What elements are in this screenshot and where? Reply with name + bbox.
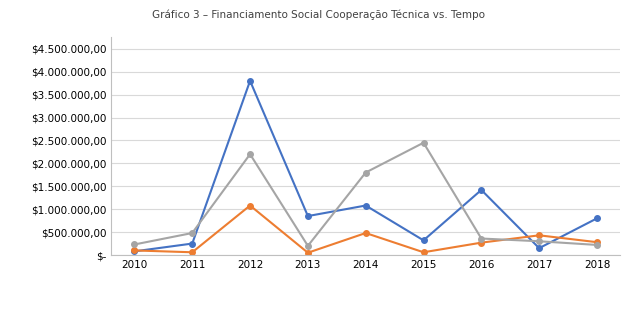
Health: [130, 248, 138, 252]
Social Investiment: [478, 188, 485, 192]
Social Investiment: [188, 242, 196, 245]
Education: [362, 171, 370, 174]
Social Investiment: [420, 239, 427, 242]
Social Investiment: [246, 79, 254, 83]
Health: [304, 251, 312, 255]
Health: [188, 250, 196, 254]
Education: [246, 152, 254, 156]
Line: Education: Education: [132, 140, 600, 248]
Line: Social Investiment: Social Investiment: [132, 78, 600, 254]
Line: Health: Health: [132, 203, 600, 256]
Education: [478, 237, 485, 240]
Health: [420, 250, 427, 254]
Legend: Social Investiment, Health, Education: Social Investiment, Health, Education: [200, 309, 531, 311]
Education: [420, 141, 427, 145]
Health: [246, 204, 254, 207]
Education: [188, 231, 196, 235]
Education: [593, 243, 601, 247]
Health: [536, 234, 543, 237]
Social Investiment: [362, 204, 370, 207]
Education: [130, 243, 138, 246]
Health: [362, 231, 370, 235]
Education: [536, 239, 543, 243]
Social Investiment: [536, 246, 543, 250]
Social Investiment: [304, 214, 312, 218]
Education: [304, 244, 312, 248]
Social Investiment: [130, 249, 138, 253]
Social Investiment: [593, 216, 601, 220]
Health: [478, 241, 485, 244]
Health: [593, 240, 601, 244]
Text: Gráfico 3 – Financiamento Social Cooperação Técnica vs. Tempo: Gráfico 3 – Financiamento Social Coopera…: [151, 9, 485, 20]
